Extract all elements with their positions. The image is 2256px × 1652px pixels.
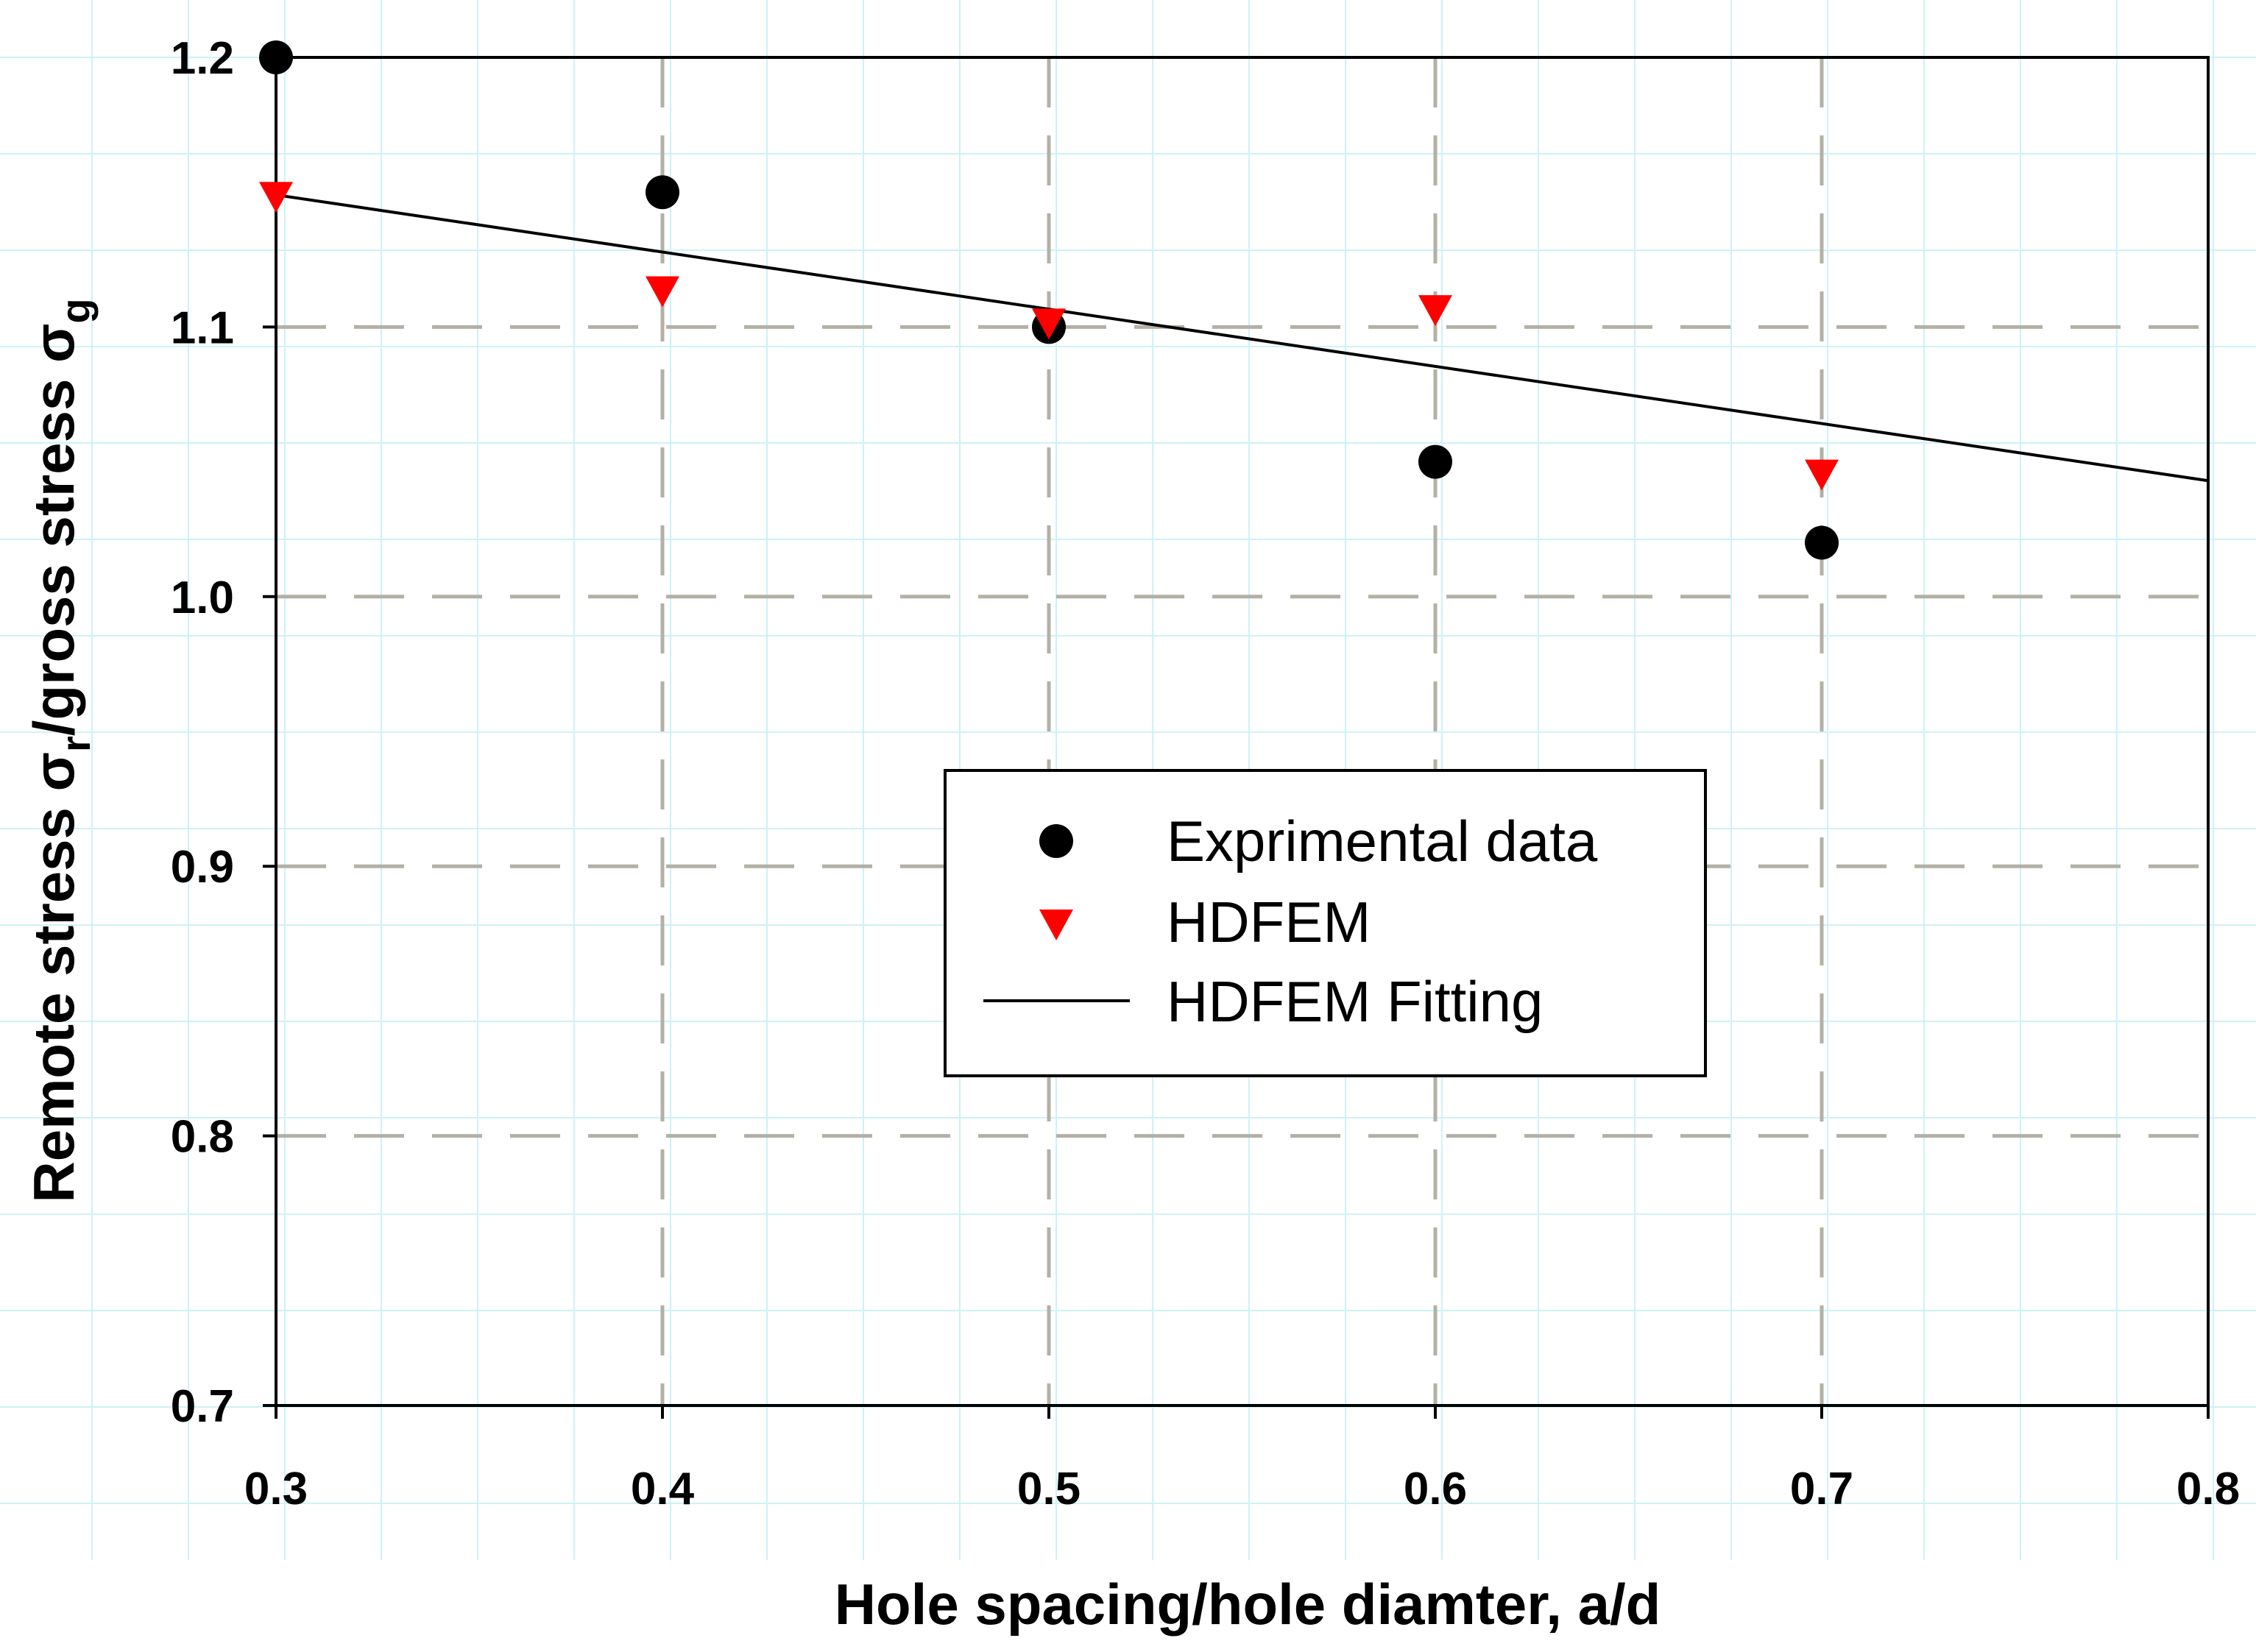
x-tick-label: 0.8: [2177, 1464, 2240, 1514]
fit-line: [275, 193, 2209, 483]
hdfem-point: [646, 276, 679, 308]
plot-area-frame: [275, 56, 2210, 1407]
y-axis-title-middle: /gross stress: [21, 363, 86, 736]
x-tick-label: 0.7: [1790, 1464, 1853, 1514]
y-tick-label: 0.8: [171, 1112, 234, 1163]
y-axis-title-prefix: Remote stress: [21, 791, 86, 1202]
x-tick-label: 0.4: [631, 1464, 695, 1514]
hdfem-point: [259, 182, 293, 213]
legend-label-fitting: HDFEM Fitting: [1167, 969, 1543, 1034]
y-axis-title-sigma-g: σ: [21, 324, 86, 363]
experimental-point: [1418, 444, 1452, 479]
legend: Exprimental data HDFEM HDFEM Fitting: [944, 769, 1707, 1077]
y-axis-title-sigma-r: σ: [21, 752, 86, 791]
y-tick-label: 0.7: [171, 1381, 234, 1432]
y-tick-label: 1.0: [171, 572, 234, 623]
legend-marker-circle: [1039, 824, 1073, 858]
y-tick-label: 1.2: [171, 33, 234, 84]
legend-marker-triangle: [1039, 910, 1073, 940]
y-tick-label: 0.9: [171, 842, 234, 893]
x-tick-label: 0.3: [244, 1464, 308, 1514]
y-axis-title-sub-r: r: [52, 736, 99, 752]
y-tick-label: 1.1: [171, 302, 234, 353]
y-tick-labels: 0.7 0.8 0.9 1.0 1.1 1.2: [171, 33, 234, 1432]
data-marks: [259, 40, 2209, 560]
experimental-point: [1805, 525, 1839, 560]
gridlines: [276, 57, 2208, 1405]
legend-label-experimental: Exprimental data: [1167, 809, 1598, 873]
experimental-point: [259, 40, 293, 74]
hdfem-point: [1418, 295, 1452, 327]
x-tick-label: 0.5: [1017, 1464, 1081, 1514]
legend-box: [944, 769, 1707, 1077]
x-axis-title: Hole spacing/hole diamter, a/d: [835, 1572, 1661, 1637]
legend-label-hdfem: HDFEM: [1167, 890, 1371, 954]
experimental-point: [646, 175, 679, 210]
x-tick-label: 0.6: [1404, 1464, 1467, 1514]
hdfem-point: [1032, 308, 1066, 340]
x-tick-labels: 0.3 0.4 0.5 0.6 0.7 0.8: [244, 1464, 2240, 1514]
hdfem-point: [1805, 459, 1839, 491]
y-axis-title-sub-g: g: [52, 298, 99, 323]
y-axis-title: Remote stress σr/gross stress σg: [21, 298, 99, 1202]
